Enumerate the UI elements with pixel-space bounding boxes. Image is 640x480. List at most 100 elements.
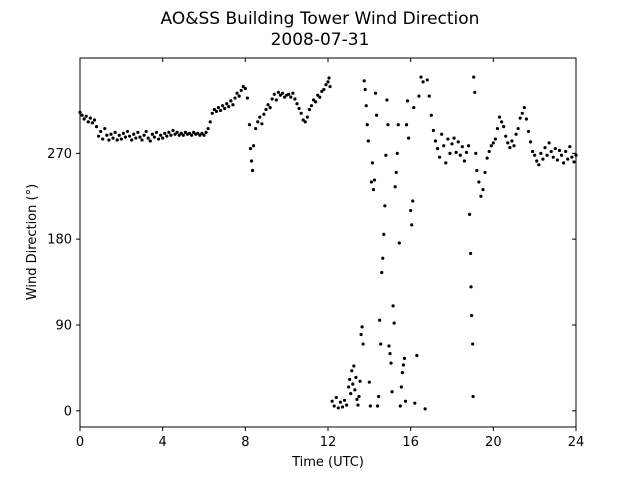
data-point	[146, 136, 150, 140]
data-point	[514, 132, 518, 136]
data-point	[270, 97, 274, 101]
data-point	[245, 96, 249, 100]
data-point	[356, 403, 360, 407]
data-point	[545, 153, 549, 157]
data-point	[475, 168, 479, 173]
data-point	[150, 132, 154, 136]
data-point	[332, 404, 336, 408]
x-tick-label: 12	[320, 435, 337, 450]
data-point	[508, 146, 512, 150]
data-point	[235, 91, 239, 95]
data-point	[192, 130, 196, 134]
data-point	[342, 398, 347, 402]
data-point	[466, 144, 471, 148]
data-point	[409, 208, 413, 213]
data-point	[352, 364, 356, 368]
data-point	[568, 145, 572, 149]
data-point	[559, 153, 564, 157]
data-point	[469, 251, 473, 256]
data-point	[316, 93, 320, 97]
data-point	[458, 153, 462, 157]
data-point	[487, 149, 491, 154]
data-point	[258, 115, 262, 119]
data-point	[183, 130, 187, 134]
data-point	[421, 80, 425, 84]
data-point	[264, 107, 268, 112]
data-point	[340, 405, 345, 409]
data-point	[354, 375, 358, 380]
data-point	[448, 151, 452, 155]
data-point	[553, 146, 557, 151]
data-point	[562, 161, 566, 165]
data-point	[99, 129, 103, 134]
data-point	[305, 115, 309, 119]
data-point	[326, 80, 330, 84]
data-point	[109, 132, 113, 136]
data-point	[311, 98, 316, 102]
data-point	[181, 133, 185, 137]
data-point	[410, 223, 414, 227]
data-point	[187, 131, 192, 135]
data-point	[136, 130, 140, 134]
data-point	[80, 113, 84, 117]
data-point	[210, 111, 214, 115]
y-tick-label: 0	[64, 404, 72, 419]
data-point	[175, 130, 179, 134]
data-point	[88, 116, 92, 120]
data-point	[301, 118, 305, 122]
data-point	[92, 118, 97, 122]
data-point	[322, 87, 326, 92]
data-point	[287, 92, 291, 96]
data-point	[289, 95, 293, 99]
data-point	[283, 95, 287, 99]
data-point	[320, 89, 324, 93]
data-point	[272, 92, 276, 96]
data-point	[551, 155, 555, 159]
data-point	[360, 325, 364, 329]
plot-frame	[79, 57, 577, 428]
data-point	[84, 114, 88, 118]
data-point	[142, 133, 146, 137]
data-point	[348, 377, 352, 381]
data-point	[403, 399, 408, 403]
data-point	[435, 146, 440, 151]
data-point	[206, 126, 210, 131]
data-point	[412, 105, 416, 110]
data-point	[159, 133, 163, 137]
data-point	[130, 138, 134, 142]
data-point	[256, 120, 260, 124]
data-point	[470, 313, 474, 318]
data-point	[357, 394, 361, 399]
data-point	[239, 88, 243, 93]
data-point	[328, 85, 332, 89]
x-tick-label: 16	[402, 435, 419, 450]
data-point	[324, 83, 328, 87]
data-point	[363, 87, 367, 92]
data-point	[361, 342, 365, 346]
data-point	[379, 342, 383, 346]
data-point	[419, 75, 423, 79]
data-point	[477, 180, 481, 184]
data-point	[94, 125, 99, 129]
data-point	[417, 94, 421, 98]
data-point	[396, 123, 400, 127]
data-point	[119, 137, 123, 141]
data-point	[393, 185, 397, 189]
data-point	[471, 342, 475, 346]
data-point	[485, 156, 489, 160]
data-point	[262, 112, 266, 116]
data-point	[369, 180, 373, 184]
x-tick-label: 4	[159, 435, 167, 450]
data-point	[248, 146, 253, 151]
data-point	[223, 106, 227, 111]
data-point	[345, 403, 349, 407]
data-point	[462, 159, 466, 163]
data-point	[512, 144, 516, 148]
data-point	[483, 170, 487, 175]
data-point	[105, 133, 109, 137]
data-point	[385, 98, 389, 102]
data-point	[413, 401, 417, 405]
data-point	[399, 385, 403, 389]
data-point	[368, 404, 372, 408]
data-point	[254, 126, 258, 131]
